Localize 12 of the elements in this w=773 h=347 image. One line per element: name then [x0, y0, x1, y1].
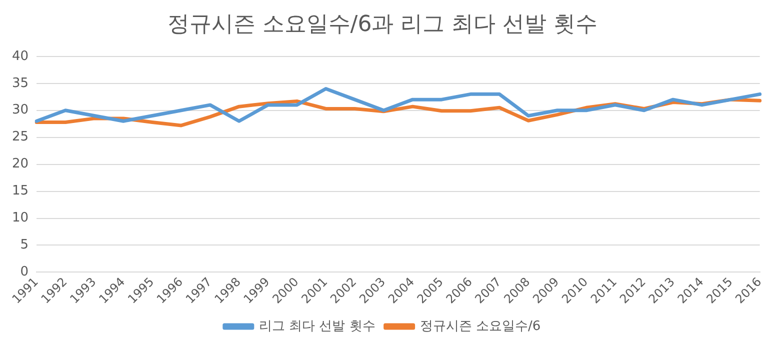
y-tick-label: 0 — [20, 264, 29, 280]
y-tick-label: 35 — [12, 76, 29, 91]
y-tick-label: 15 — [12, 184, 29, 199]
y-tick-label: 30 — [12, 102, 29, 118]
chart-title: 정규시즌 소요일수/6과 리그 최다 선발 횟수 — [167, 12, 598, 37]
y-tick-label: 25 — [12, 130, 29, 145]
legend-label: 정규시즌 소요일수/6 — [420, 318, 541, 334]
y-tick-label: 20 — [12, 156, 29, 172]
legend-label: 리그 최다 선발 횟수 — [258, 318, 376, 334]
y-tick-label: 40 — [12, 48, 29, 64]
y-tick-label: 5 — [20, 238, 29, 253]
y-tick-label: 10 — [12, 210, 29, 226]
